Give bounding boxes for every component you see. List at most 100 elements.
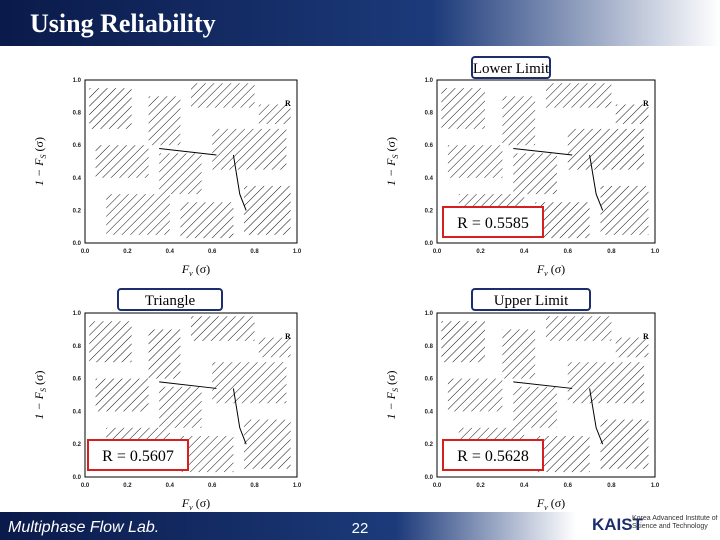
y-tick-label: 0.0 (73, 475, 82, 481)
panel-label-box (117, 288, 223, 311)
x-tick-label: 0.4 (166, 483, 175, 489)
hatched-region (89, 321, 132, 363)
curve (589, 154, 604, 211)
y-tick-label: 0.6 (73, 143, 82, 149)
hatched-region (212, 128, 287, 170)
y-axis-label-main: 1 − F (32, 158, 46, 186)
hatched-region (600, 419, 649, 469)
x-tick-label: 0.2 (476, 483, 485, 489)
hatched-region (535, 202, 590, 239)
hatched-region (447, 378, 503, 412)
hatched-region (244, 185, 291, 235)
hatched-region (441, 321, 485, 363)
y-axis-label: 1 − FS (σ) (384, 371, 400, 420)
y-tick-label: 0.4 (73, 176, 82, 182)
x-tick-label: 0.2 (476, 249, 485, 255)
hatched-region (148, 329, 181, 379)
y-axis-label-sub: S (391, 155, 400, 159)
y-axis-label-sub: S (39, 388, 48, 392)
corner-marker: R (285, 332, 291, 341)
y-axis-label: 1 − FS (σ) (32, 371, 48, 420)
hatched-region (89, 88, 132, 129)
x-tick-label: 0.2 (123, 483, 132, 489)
x-axis-label-main: F (181, 262, 190, 276)
hatched-region (191, 316, 255, 341)
y-tick-label: 0.0 (425, 475, 434, 481)
hatched-region (258, 337, 291, 358)
hatched-region (159, 153, 202, 195)
y-tick-label: 0.4 (425, 176, 434, 182)
hatched-region (615, 104, 649, 125)
result: R = 0.5585 (457, 215, 529, 232)
x-tick-label: 0.6 (208, 249, 217, 255)
hatched-region (441, 88, 485, 129)
hatched-region (615, 337, 649, 358)
x-tick-label: 1.0 (293, 249, 302, 255)
y-axis-label-arg: (σ) (384, 137, 398, 151)
result-box (442, 206, 544, 238)
y-axis-label-main: 1 − F (32, 391, 46, 419)
curve (513, 147, 573, 156)
x-tick-label: 0.6 (564, 249, 573, 255)
x-tick-label: 1.0 (651, 249, 660, 255)
hatched-region (567, 362, 645, 404)
x-tick-label: 0.0 (81, 249, 90, 255)
curve (589, 388, 604, 445)
plot-frame (436, 79, 656, 244)
y-tick-label: 0.8 (425, 111, 434, 117)
hatched-region (567, 128, 645, 170)
y-tick-label: 1.0 (73, 78, 82, 84)
y-tick-label: 0.6 (425, 377, 434, 383)
x-tick-label: 0.8 (607, 249, 616, 255)
x-axis-label-arg: (σ) (196, 496, 210, 510)
panel-label: Lower Limit (473, 61, 550, 77)
plot-frame (436, 312, 656, 478)
y-tick-label: 0.0 (425, 241, 434, 247)
x-tick-label: 0.2 (123, 249, 132, 255)
x-tick-label: 1.0 (293, 483, 302, 489)
x-tick-label: 0.4 (520, 483, 529, 489)
corner-marker: R (643, 99, 649, 108)
hatched-region (513, 153, 557, 195)
hatched-region (535, 436, 590, 473)
y-axis-label-arg: (σ) (32, 371, 46, 385)
x-tick-label: 0.4 (520, 249, 529, 255)
plot-frame (84, 312, 298, 478)
x-tick-label: 0.4 (166, 249, 175, 255)
x-axis-label-sub: v (544, 269, 548, 278)
hatched-region (546, 316, 612, 341)
curve (232, 154, 247, 211)
x-tick-label: 0.6 (564, 483, 573, 489)
panel-label: Upper Limit (494, 293, 569, 309)
panel-label: Triangle (145, 293, 196, 309)
x-axis-label-main: F (536, 262, 545, 276)
x-tick-label: 0.8 (250, 249, 259, 255)
page-number: 22 (352, 520, 369, 537)
hatched-region (502, 329, 536, 379)
y-axis-label-arg: (σ) (32, 137, 46, 151)
y-axis-label: 1 − FS (σ) (384, 137, 400, 186)
hatched-region (244, 419, 291, 469)
x-axis-label-sub: v (189, 503, 193, 512)
x-axis-label: Fv (σ) (536, 496, 565, 512)
result-box (87, 439, 189, 471)
hatched-region (600, 185, 649, 235)
hatched-region (148, 96, 181, 146)
y-tick-label: 0.4 (73, 409, 82, 415)
x-axis-label-main: F (181, 496, 190, 510)
y-tick-label: 1.0 (425, 78, 434, 84)
x-axis-label-arg: (σ) (551, 496, 565, 510)
y-tick-label: 0.4 (425, 409, 434, 415)
hatched-region (502, 96, 536, 146)
y-tick-label: 1.0 (73, 311, 82, 317)
corner-marker: R (643, 332, 649, 341)
hatched-region (106, 194, 170, 235)
y-tick-label: 0.6 (73, 377, 82, 383)
result: R = 0.5607 (102, 448, 174, 465)
x-tick-label: 0.0 (433, 249, 442, 255)
x-tick-label: 0.8 (607, 483, 616, 489)
y-tick-label: 1.0 (425, 311, 434, 317)
x-tick-label: 0.8 (250, 483, 259, 489)
y-tick-label: 0.2 (425, 208, 434, 214)
hatched-region (513, 386, 557, 428)
